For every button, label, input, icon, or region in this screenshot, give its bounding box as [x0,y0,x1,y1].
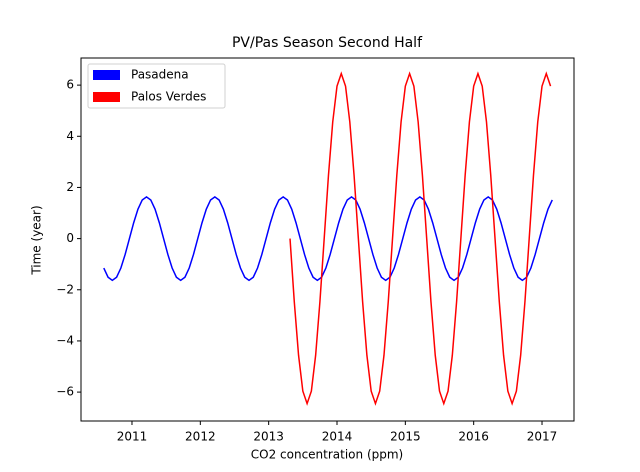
legend-box [87,63,226,109]
x-tick-label: 2013 [253,430,284,444]
y-tick-label: −4 [56,333,74,347]
x-axis-label: CO2 concentration (ppm) [251,448,403,462]
x-tick-label: 2017 [527,430,558,444]
y-tick-label: 0 [66,231,74,245]
data-line [103,195,553,282]
chart-title: PV/Pas Season Second Half [232,35,423,51]
y-tick-label: −6 [56,385,74,399]
y-tick-label: −2 [56,282,74,296]
legend-swatch [93,92,120,102]
y-axis-label: Time (year) [30,205,44,275]
legend-swatch [93,70,120,80]
data-line [289,71,552,406]
y-tick-label: 6 [66,78,74,92]
x-tick-label: 2015 [390,430,421,444]
x-tick-label: 2016 [458,430,489,444]
legend-label: Pasadena [131,68,189,82]
y-tick-label: 2 [66,180,74,194]
x-tick-label: 2012 [185,430,216,444]
x-tick-label: 2011 [117,430,148,444]
x-tick-label: 2014 [322,430,353,444]
plot-frame [80,57,575,422]
y-tick-label: 4 [66,129,74,143]
legend-label: Palos Verdes [131,90,206,104]
